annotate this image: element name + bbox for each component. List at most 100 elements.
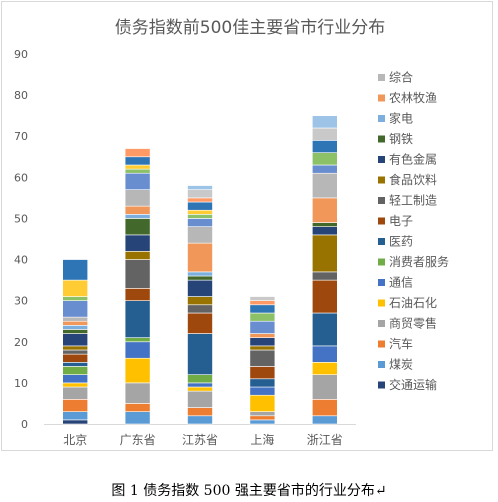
legend-swatch <box>378 320 385 327</box>
bar-segment <box>187 197 213 203</box>
legend-swatch <box>378 135 385 143</box>
y-tick-label: 80 <box>14 89 28 102</box>
bar-segment <box>124 218 151 236</box>
y-tick-label: 70 <box>14 130 28 143</box>
bar-segment <box>124 168 151 174</box>
bar-segment <box>62 279 89 297</box>
bar-segment <box>62 419 89 425</box>
bar-segment <box>311 271 338 281</box>
bar-segment <box>249 333 276 338</box>
y-axis: 0 10 20 30 40 50 60 70 80 90 <box>14 48 28 431</box>
chart-area: 债务指数前500佳主要省市行业分布 0 10 20 30 40 50 60 70 80 90 北京… <box>14 18 449 447</box>
bar-segment <box>124 382 151 404</box>
bar-segment <box>311 115 338 129</box>
bar-segment <box>311 152 338 166</box>
legend-label: 交通运输 <box>389 377 437 392</box>
bar-segment <box>62 316 89 322</box>
legend-swatch <box>378 94 385 102</box>
bar-segment <box>62 320 89 326</box>
bar-segment <box>311 222 338 227</box>
legend-swatch <box>378 176 385 184</box>
legend-swatch <box>378 115 385 122</box>
bar-segment <box>124 411 151 425</box>
bar-segment <box>187 279 213 297</box>
bars-group <box>62 115 338 425</box>
bar-segment <box>311 374 338 400</box>
bar-segment <box>124 288 151 301</box>
legend-swatch <box>378 217 385 225</box>
bar-segment <box>249 349 276 367</box>
bar-segment <box>187 333 213 375</box>
y-tick-label: 90 <box>14 48 28 61</box>
bar-segment <box>62 259 89 281</box>
bar-segment <box>311 399 338 417</box>
bar-segment <box>124 164 151 170</box>
bar-segment <box>62 374 89 384</box>
y-tick-label: 0 <box>21 418 28 431</box>
bar-segment <box>187 407 213 417</box>
legend-label: 石油石化 <box>389 296 437 310</box>
bar-segment <box>124 403 151 412</box>
bar-segment <box>311 345 338 363</box>
bar-segment <box>124 172 151 190</box>
bar-segment <box>124 148 151 158</box>
legend-label: 食品饮料 <box>389 172 437 187</box>
bar-segment <box>62 382 89 388</box>
legend-swatch <box>378 258 385 266</box>
bar-segment <box>187 189 213 199</box>
legend-swatch <box>378 340 385 348</box>
bar-segment <box>311 279 338 314</box>
bar-segment <box>62 296 89 301</box>
bar-segment <box>187 209 213 215</box>
legend-label: 电子 <box>389 214 413 228</box>
bar-segment <box>187 185 213 190</box>
bar-segment <box>62 329 89 334</box>
legend-label: 煤炭 <box>389 358 413 372</box>
legend-label: 农林牧渔 <box>389 91 437 105</box>
bar-segment <box>62 349 89 355</box>
bar-segment <box>62 366 89 375</box>
bar-segment <box>62 386 89 400</box>
bar-segment <box>124 205 151 215</box>
bar-segment <box>249 296 276 301</box>
legend-swatch <box>378 238 385 245</box>
bar-segment <box>62 353 89 363</box>
bar-segment <box>311 415 338 425</box>
legend-swatch <box>378 74 385 81</box>
x-axis: 北京 广东省 江苏省 上海 浙江省 <box>63 432 343 447</box>
x-tick-label: 江苏省 <box>182 433 218 447</box>
x-tick-label: 浙江省 <box>307 433 343 447</box>
chart-title: 债务指数前500佳主要省市行业分布 <box>115 18 385 38</box>
bar-segment <box>187 218 213 227</box>
y-tick-label: 30 <box>14 295 28 308</box>
bar-segment <box>249 304 276 314</box>
legend-label: 钢铁 <box>389 132 413 146</box>
bar-segment <box>249 320 276 334</box>
bar-segment <box>124 251 151 260</box>
bar-segment <box>311 164 338 174</box>
bar-segment <box>249 411 276 417</box>
bar-segment <box>62 333 89 347</box>
bar-segment <box>187 390 213 408</box>
bar-segment <box>124 337 151 343</box>
legend-label: 综合 <box>389 70 413 85</box>
bar-segment <box>311 234 338 273</box>
bar-segment <box>187 386 213 392</box>
legend-swatch <box>378 299 385 307</box>
bar-segment <box>249 415 276 421</box>
legend-label: 家电 <box>389 111 413 126</box>
legend-label: 消费者服务 <box>389 254 449 269</box>
bar-segment <box>311 140 338 153</box>
legend-swatch <box>378 156 385 163</box>
bar-segment <box>249 394 276 412</box>
legend-label: 轻工制造 <box>389 194 437 208</box>
figure-caption: 图 1 债务指数 500 强主要省市的行业分布↵ <box>111 483 387 499</box>
legend-swatch <box>378 381 385 389</box>
bar-segment <box>62 362 89 367</box>
y-tick-label: 40 <box>14 254 28 267</box>
bar-segment <box>249 366 276 380</box>
bar-segment <box>311 312 338 347</box>
bar-segment <box>249 312 276 322</box>
bar-segment <box>187 382 213 388</box>
bar-segment <box>187 242 213 273</box>
